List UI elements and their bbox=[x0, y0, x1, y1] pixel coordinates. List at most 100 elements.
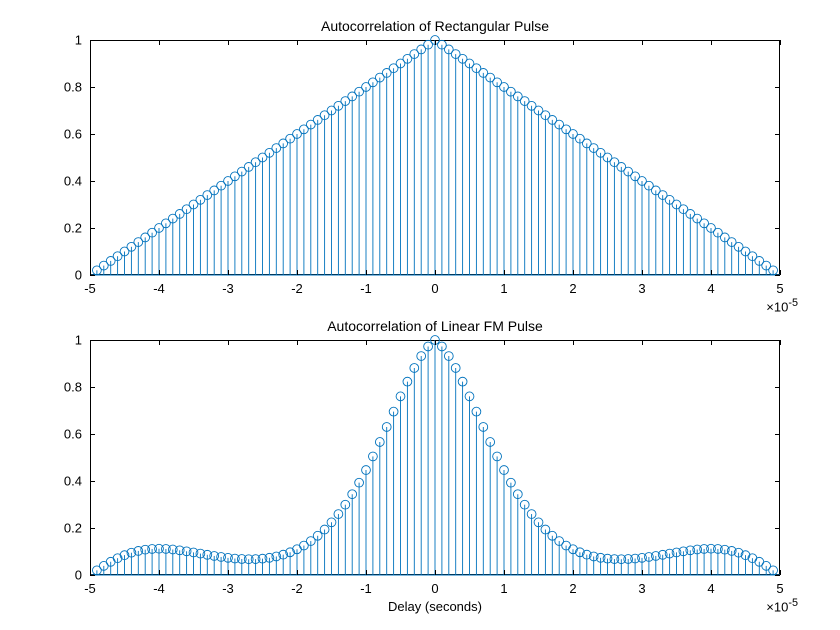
xlabel-lfm: Delay (seconds) bbox=[90, 599, 780, 614]
xtick bbox=[159, 340, 160, 345]
xtick bbox=[366, 270, 367, 275]
xtick bbox=[90, 40, 91, 45]
xtick bbox=[297, 270, 298, 275]
ytick bbox=[775, 528, 780, 529]
xticklabel: -3 bbox=[222, 581, 234, 596]
ytick bbox=[90, 481, 95, 482]
yticklabel: 0.6 bbox=[64, 127, 82, 142]
xtick bbox=[642, 40, 643, 45]
xtick bbox=[90, 270, 91, 275]
ytick bbox=[90, 134, 95, 135]
xtick bbox=[90, 340, 91, 345]
xtick bbox=[504, 570, 505, 575]
xtick bbox=[504, 270, 505, 275]
xtick bbox=[159, 270, 160, 275]
xtick bbox=[711, 340, 712, 345]
ytick bbox=[775, 387, 780, 388]
xticklabel: 5 bbox=[776, 581, 783, 596]
xtick bbox=[573, 40, 574, 45]
xtick bbox=[228, 340, 229, 345]
xtick bbox=[780, 270, 781, 275]
yticklabel: 0.8 bbox=[64, 80, 82, 95]
xtick bbox=[366, 340, 367, 345]
xtick bbox=[711, 570, 712, 575]
ytick bbox=[90, 340, 95, 341]
figure: Autocorrelation of Rectangular Pulse 0 0.… bbox=[0, 0, 840, 630]
xticklabel: -2 bbox=[291, 581, 303, 596]
ytick bbox=[775, 134, 780, 135]
xtick bbox=[573, 270, 574, 275]
title-lfm: Autocorrelation of Linear FM Pulse bbox=[90, 318, 780, 334]
xtick bbox=[435, 570, 436, 575]
xticklabel: -1 bbox=[360, 581, 372, 596]
xtick bbox=[504, 340, 505, 345]
xticklabel: -5 bbox=[84, 581, 96, 596]
ytick bbox=[90, 181, 95, 182]
xtick bbox=[711, 270, 712, 275]
ytick bbox=[775, 228, 780, 229]
xtick bbox=[159, 570, 160, 575]
xtick bbox=[573, 570, 574, 575]
xtick bbox=[780, 340, 781, 345]
subplot-rect: Autocorrelation of Rectangular Pulse 00.… bbox=[90, 40, 780, 275]
subplot-lfm: Autocorrelation of Linear FM Pulse 00.20… bbox=[90, 340, 780, 575]
xticklabel: -2 bbox=[291, 281, 303, 296]
xtick bbox=[435, 40, 436, 45]
xtick bbox=[297, 570, 298, 575]
xticklabel: 4 bbox=[707, 581, 714, 596]
xticklabel: 0 bbox=[431, 581, 438, 596]
ytick bbox=[775, 481, 780, 482]
yticklabel: 1 bbox=[75, 333, 82, 348]
stem-svg-lfm bbox=[90, 340, 780, 575]
ytick bbox=[775, 181, 780, 182]
yticklabel: 0.2 bbox=[64, 221, 82, 236]
xticklabel: 0 bbox=[431, 281, 438, 296]
xticklabel: 1 bbox=[500, 581, 507, 596]
xticklabel: -4 bbox=[153, 281, 165, 296]
ytick bbox=[90, 575, 95, 576]
xtick bbox=[573, 340, 574, 345]
xtick bbox=[366, 40, 367, 45]
xticklabel: -4 bbox=[153, 581, 165, 596]
xticklabel: -3 bbox=[222, 281, 234, 296]
ytick bbox=[90, 528, 95, 529]
yticklabel: 0.4 bbox=[64, 174, 82, 189]
xtick bbox=[228, 570, 229, 575]
xtick bbox=[642, 270, 643, 275]
xticklabel: 3 bbox=[638, 281, 645, 296]
xtick bbox=[297, 340, 298, 345]
xtick bbox=[435, 340, 436, 345]
yticklabel: 0.8 bbox=[64, 380, 82, 395]
xtick bbox=[228, 40, 229, 45]
xtick bbox=[642, 340, 643, 345]
xtick bbox=[504, 40, 505, 45]
xticklabel: -1 bbox=[360, 281, 372, 296]
yticklabel: 0.2 bbox=[64, 521, 82, 536]
ytick bbox=[90, 387, 95, 388]
xticklabel: 2 bbox=[569, 581, 576, 596]
xticklabel: 2 bbox=[569, 281, 576, 296]
xtick bbox=[159, 40, 160, 45]
ytick bbox=[775, 434, 780, 435]
xtick bbox=[366, 570, 367, 575]
yticklabel: 0 bbox=[75, 268, 82, 283]
yticklabel: 0.6 bbox=[64, 427, 82, 442]
ytick bbox=[90, 275, 95, 276]
ytick bbox=[775, 87, 780, 88]
title-rect: Autocorrelation of Rectangular Pulse bbox=[90, 18, 780, 34]
ytick bbox=[90, 434, 95, 435]
ytick bbox=[90, 228, 95, 229]
xtick bbox=[90, 570, 91, 575]
xtick bbox=[228, 270, 229, 275]
xtick bbox=[297, 40, 298, 45]
xtick bbox=[711, 40, 712, 45]
x-exponent-rect: ×10-5 bbox=[766, 297, 798, 314]
xticklabel: 3 bbox=[638, 581, 645, 596]
ytick bbox=[90, 87, 95, 88]
xticklabel: 5 bbox=[776, 281, 783, 296]
xtick bbox=[642, 570, 643, 575]
xtick bbox=[780, 40, 781, 45]
yticklabel: 0.4 bbox=[64, 474, 82, 489]
xticklabel: 4 bbox=[707, 281, 714, 296]
yticklabel: 1 bbox=[75, 33, 82, 48]
